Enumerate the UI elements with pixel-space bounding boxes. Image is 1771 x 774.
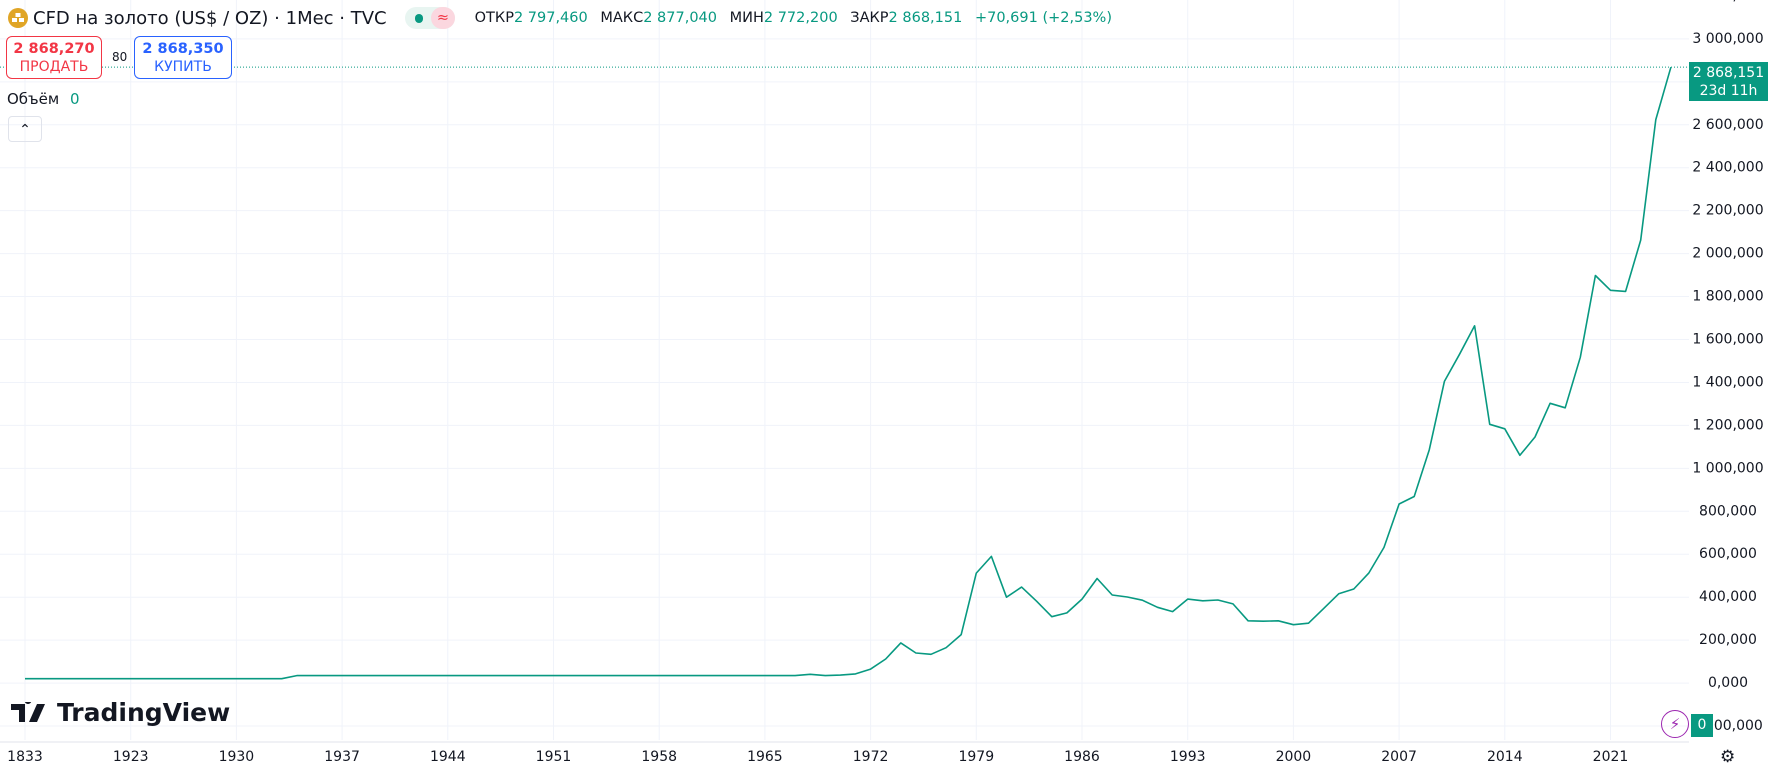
- y-tick-label: 2 600,000: [1692, 117, 1763, 133]
- x-tick-label: 2000: [1276, 749, 1312, 765]
- x-tick-label: 1972: [853, 749, 889, 765]
- ohlc-label: ОТКР: [474, 10, 514, 26]
- buy-price: 2 868,350: [142, 41, 224, 57]
- ohlc-value: 2 877,040: [643, 10, 717, 26]
- y-tick-label: 1 000,000: [1692, 460, 1763, 476]
- price-line: [25, 66, 1672, 680]
- symbol-icon: [8, 8, 28, 28]
- y-tick-label: 2 000,000: [1692, 246, 1763, 262]
- x-tick-label: 1986: [1064, 749, 1100, 765]
- last-price: 2 868,151: [1692, 65, 1765, 81]
- symbol-title[interactable]: CFD на золото (US$ / OZ) · 1Мес · TVC: [33, 7, 387, 29]
- x-tick-label: 1958: [641, 749, 677, 765]
- logo-icon: [11, 701, 45, 722]
- sell-button[interactable]: 2 868,270 ПРОДАТЬ: [6, 36, 102, 79]
- ohlc-value: 2 797,460: [513, 10, 588, 26]
- volume-label: Объём: [7, 90, 60, 108]
- buy-button[interactable]: 2 868,350 КУПИТЬ: [134, 36, 232, 79]
- x-tick-label: 2007: [1381, 749, 1417, 765]
- ohlc-value: 2 772,200: [763, 10, 838, 26]
- x-tick-label: 2014: [1487, 749, 1523, 765]
- x-tick-label: 1937: [324, 749, 360, 765]
- ohlc-label: МИН: [729, 10, 764, 26]
- x-tick-label: 1993: [1170, 749, 1206, 765]
- y-tick-label: 2 400,000: [1692, 160, 1763, 176]
- x-tick-label: 1923: [113, 749, 149, 765]
- x-tick-label: 1930: [219, 749, 255, 765]
- logo-text: TradingView: [57, 698, 231, 727]
- volume-value: 0: [69, 90, 80, 108]
- logo[interactable]: TradingView: [11, 698, 230, 727]
- y-tick-label: 0,000: [1708, 675, 1748, 691]
- y-tick-label: 3 200,000: [1692, 0, 1763, 4]
- y-tick-label: 200,000: [1699, 632, 1757, 648]
- ohlc-label: ЗАКР: [850, 10, 889, 26]
- spread: 80: [112, 50, 128, 64]
- y-tick-label: 400,000: [1699, 589, 1757, 605]
- settings-button[interactable]: ⚙: [1720, 747, 1736, 767]
- y-tick-label: 2 200,000: [1692, 203, 1763, 219]
- alerts-button[interactable]: ⚡: [1661, 710, 1689, 738]
- sell-price: 2 868,270: [13, 41, 95, 57]
- y-tick-label: 800,000: [1699, 503, 1757, 519]
- y-tick-label: 1 200,000: [1692, 417, 1763, 433]
- y-tick-label: 1 600,000: [1692, 332, 1763, 348]
- change: +70,691 (+2,53%): [974, 10, 1112, 26]
- y-tick-label: 600,000: [1699, 546, 1757, 562]
- y-tick-label: 1 400,000: [1692, 374, 1763, 390]
- x-tick-label: 1965: [747, 749, 783, 765]
- ohlc-value: 2 868,151: [888, 10, 963, 26]
- collapse-button[interactable]: ⌃: [8, 116, 42, 142]
- x-tick-label: 1944: [430, 749, 466, 765]
- last-price-tag: 2 868,151 23d 11h: [1689, 62, 1768, 101]
- status-pill[interactable]: ≈: [404, 7, 455, 29]
- sell-label: ПРОДАТЬ: [19, 59, 89, 75]
- header: CFD на золото (US$ / OZ) · 1Мес · TVC ≈ …: [8, 6, 1112, 30]
- volume-badge: 0: [1691, 714, 1713, 737]
- countdown: 23d 11h: [1699, 83, 1758, 99]
- x-tick-label: 1979: [958, 749, 994, 765]
- ohlc: ОТКР2 797,460 МАКС2 877,040 МИН2 772,200…: [475, 10, 1112, 26]
- volume-legend: Объём 0: [7, 90, 80, 108]
- x-tick-label: 2021: [1593, 749, 1629, 765]
- y-tick-label: 1 800,000: [1692, 289, 1763, 305]
- ohlc-label: МАКС: [600, 10, 644, 26]
- x-tick-label: 1951: [536, 749, 572, 765]
- buy-label: КУПИТЬ: [154, 59, 212, 75]
- x-tick-label: 1833: [7, 749, 43, 765]
- y-tick-label: 3 000,000: [1692, 31, 1763, 47]
